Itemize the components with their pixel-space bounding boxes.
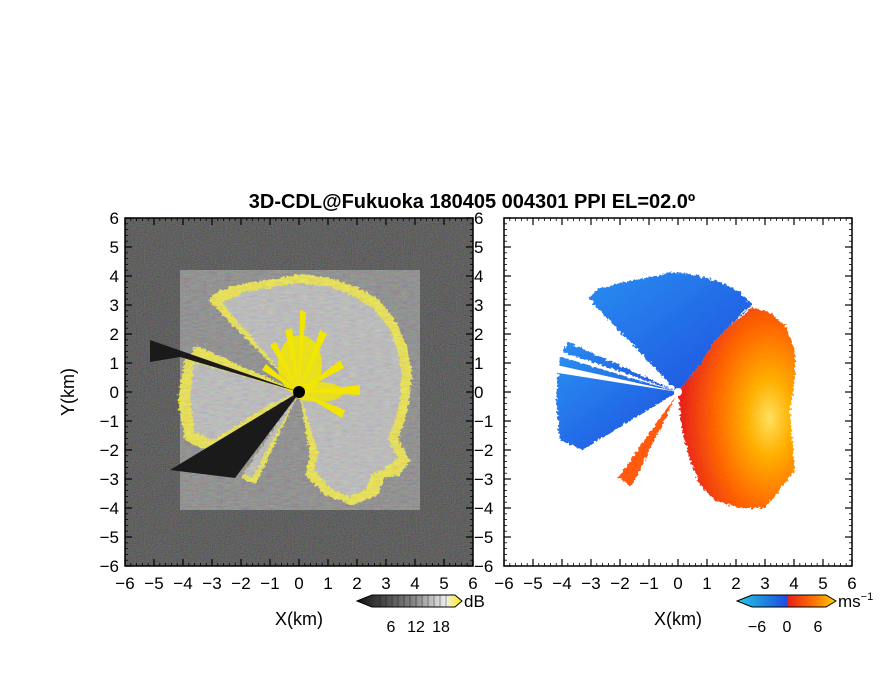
left-x-tick-label: 4	[410, 574, 419, 593]
left-y-tick-label-right: 1	[474, 354, 483, 373]
right-x-tick-label: 5	[818, 574, 827, 593]
right-colorbar-tick: −6	[748, 619, 766, 636]
left-colorbar-tick: 18	[432, 619, 450, 636]
left-y-tick-label-right: 6	[474, 209, 483, 228]
left-y-tick-label: 4	[110, 267, 119, 286]
left-x-tick-label: 6	[468, 574, 477, 593]
right-colorbar-tick: 0	[783, 619, 792, 636]
left-y-tick-label-right: −5	[474, 528, 493, 547]
left-y-tick-label-right: −4	[474, 499, 493, 518]
left-y-tick-label-right: 3	[474, 296, 483, 315]
right-x-tick-label: −6	[494, 574, 513, 593]
left-x-tick-label: −4	[173, 574, 192, 593]
left-echo	[150, 270, 420, 510]
left-x-tick-label: −1	[260, 574, 279, 593]
right-x-tick-label: −4	[552, 574, 571, 593]
right-x-tick-label: −1	[639, 574, 658, 593]
left-x-tick-label: 1	[323, 574, 332, 593]
left-xlabel: X(km)	[275, 609, 323, 629]
left-y-tick-label-right: −6	[474, 557, 493, 576]
right-colorbar-unit-exponent: −1	[861, 591, 874, 603]
left-y-tick-label-right: 2	[474, 325, 483, 344]
left-y-tick-label-right: 4	[474, 267, 483, 286]
left-colorbar-tick: 6	[387, 619, 396, 636]
right-x-tick-label: 0	[673, 574, 682, 593]
left-x-tick-label: 5	[439, 574, 448, 593]
left-y-tick-label-right: −2	[474, 441, 493, 460]
left-x-tick-label: −2	[231, 574, 250, 593]
right-echo	[504, 218, 852, 566]
right-colorbar-unit: ms−1	[838, 591, 873, 611]
right-axes: −6 −5 −4 −3 −2 −1 0 1 2 3 4 5 6	[494, 217, 857, 593]
radar-site-marker-right	[674, 388, 682, 396]
left-x-tick-label: 3	[381, 574, 390, 593]
right-x-tick-label: 6	[847, 574, 856, 593]
left-y-tick-label: −1	[100, 412, 119, 431]
right-x-tick-label: 2	[731, 574, 740, 593]
right-x-tick-label: 4	[789, 574, 798, 593]
left-y-tick-label: 1	[110, 354, 119, 373]
left-y-tick-label-right: 0	[474, 383, 483, 402]
left-panel: −6 −5 −4 −3 −2 −1 0 1 2 3 4 5 6−6 −6−5 −5−4 −4−3 −3−2 −2−…	[58, 209, 493, 636]
left-y-tick-label: −5	[100, 528, 119, 547]
left-sector-gaps	[150, 340, 299, 478]
left-colorbar-tick: 12	[407, 619, 425, 636]
right-x-tick-label: −3	[581, 574, 600, 593]
left-y-tick-label: −2	[100, 441, 119, 460]
left-core-streaks	[262, 310, 360, 418]
left-y-tick-label: −6	[100, 557, 119, 576]
left-y-tick-label: 5	[110, 238, 119, 257]
left-ylabel: Y(km)	[58, 368, 78, 416]
right-colorbar: ms−1 −6 0 6	[735, 591, 873, 636]
left-y-tick-label-right: −1	[474, 412, 493, 431]
right-xlabel: X(km)	[654, 609, 702, 629]
left-x-tick-label: −5	[144, 574, 163, 593]
left-y-tick-label: −3	[100, 470, 119, 489]
left-x-tick-label: 2	[352, 574, 361, 593]
left-y-tick-label: 0	[110, 383, 119, 402]
left-y-tick-label: 6	[110, 209, 119, 228]
right-x-tick-label: −2	[610, 574, 629, 593]
left-colorbar-unit: dB	[464, 592, 485, 611]
left-x-tick-label: −3	[202, 574, 221, 593]
left-colorbar: dB 6 12 18	[355, 592, 485, 636]
left-axes: −6 −5 −4 −3 −2 −1 0 1 2 3 4 5 6−6 −6−5 −5−4 −4−3 −3−2 −2−…	[100, 209, 494, 593]
left-y-tick-label-right: −3	[474, 470, 493, 489]
right-x-tick-label: −5	[523, 574, 542, 593]
right-colorbar-tick: 6	[814, 619, 823, 636]
right-sector-gaps	[530, 342, 678, 478]
figure-title: 3D-CDL@Fukuoka 180405 004301 PPI EL=02.0…	[249, 191, 695, 213]
radar-site-marker-left	[293, 386, 305, 398]
left-x-tick-label: −6	[115, 574, 134, 593]
right-panel: −6 −5 −4 −3 −2 −1 0 1 2 3 4 5 6 X(km) ms−1 −6 0 6	[494, 217, 873, 636]
left-x-tick-label: 0	[294, 574, 303, 593]
right-x-tick-label: 1	[702, 574, 711, 593]
left-y-tick-label: 2	[110, 325, 119, 344]
right-x-tick-label: 3	[760, 574, 769, 593]
left-y-tick-label-right: 5	[474, 238, 483, 257]
left-y-tick-label: 3	[110, 296, 119, 315]
left-y-tick-label: −4	[100, 499, 119, 518]
